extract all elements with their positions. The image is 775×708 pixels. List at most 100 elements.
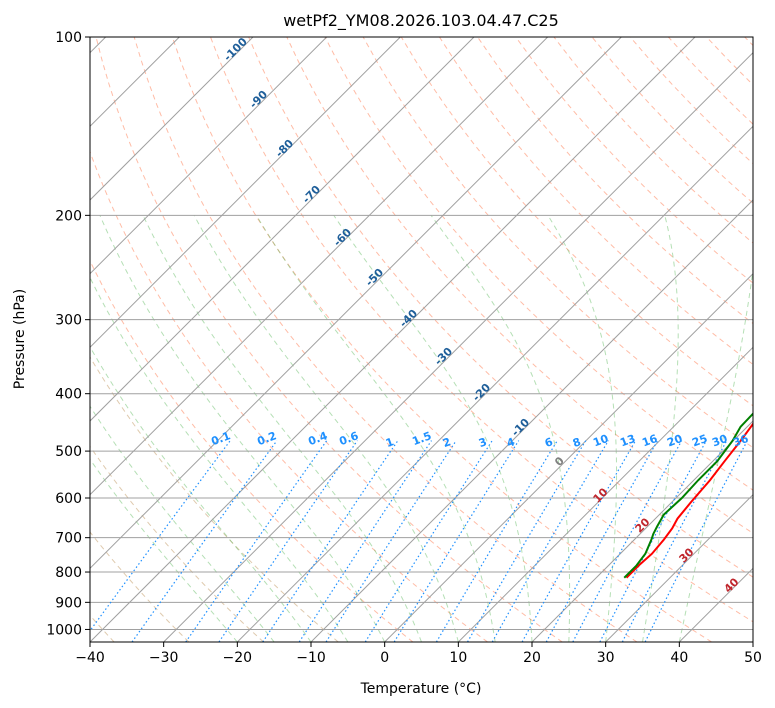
mixing-ratio-label: 3 [477,435,489,450]
moist-adiabat-line [90,276,349,642]
mixing-ratio-line [521,440,637,642]
isotherm-line [90,37,254,201]
dry-adiabat-line [248,37,753,578]
isotherm-line [531,420,753,642]
isotherm-line [310,199,753,642]
sounding-lines [623,412,753,579]
x-tick-label: −20 [223,650,253,666]
mixing-ratio-label: 8 [571,435,583,450]
isotherm-line [90,37,328,275]
mixing-ratio-label: 4 [505,435,517,450]
mixing-ratio-label: 16 [640,432,659,450]
mixing-ratio-label: 0.2 [255,429,278,448]
mixing-ratio-label: 1 [384,435,396,450]
mixing-ratio-line [262,440,399,642]
x-tick-label: 40 [670,650,688,666]
x-tick-label: −30 [149,650,179,666]
moist-adiabat-line [678,265,753,642]
mixing-ratio-line [466,440,587,642]
temperature-line [625,422,753,579]
mixing-ratio-line [298,440,432,642]
x-axis-label: Temperature (°C) [360,681,482,697]
x-tick-label: −40 [75,650,105,666]
x-tick-label: 50 [744,650,762,666]
mixing-ratio-line [364,440,493,642]
mixing-ratio-label: 20 [665,432,684,450]
isotherm-line [236,125,753,642]
x-axis: −40 −30 −20 −10 0 10 20 30 40 50 [75,642,762,666]
isotherm-line [384,272,753,642]
plot-area: -100 -90 -80 -70 -60 -50 -40 -30 -20 -10… [90,37,753,642]
dry-adiabat-line [171,37,712,642]
isotherm-line [90,37,475,422]
y-tick-label: 100 [55,30,82,46]
dry-adiabat-line [90,356,339,642]
mixing-ratio-line [131,440,278,642]
dry-adiabat-line [439,37,753,366]
mixing-ratio-label: 36 [731,432,750,450]
moist-adiabat-line [90,458,238,642]
y-axis-label: Pressure (hPa) [12,289,28,389]
y-tick-label: 1000 [46,622,82,638]
dry-adiabat-line [210,37,753,623]
isotherms [90,37,753,642]
isotherm-line [90,37,401,349]
isotherm-line [457,346,753,642]
mixing-ratio-line [393,440,520,642]
y-tick-label: 700 [55,531,82,547]
mixing-ratio-label: 2 [441,435,453,450]
moist-adiabat-line [90,345,312,642]
mixing-ratio-label: 13 [618,432,637,449]
y-tick-label: 500 [55,444,82,460]
y-tick-label: 600 [55,491,82,507]
mixing-ratio-label: 30 [710,432,729,450]
mixing-ratio-label: 25 [690,432,709,449]
dewpoint-line [623,412,753,579]
dry-adiabat-line [400,37,753,407]
dry-adiabat-line [90,150,488,642]
mixing-ratio-line [185,440,328,642]
plot-frame [89,36,754,643]
moist-adiabat-line [255,215,496,642]
mixing-ratio-line [90,440,231,632]
isotherm-line [163,51,753,642]
chart-title: wetPf2_YM08.2026.103.04.47.C25 [283,11,559,31]
mixing-ratio-line [545,440,659,642]
dry-adiabat-line [133,37,638,642]
isotherm-line [90,37,549,496]
moist-adiabat-line [547,215,618,642]
x-tick-label: 10 [449,650,467,666]
dry-adiabat-line [90,445,264,642]
isotherm-line [605,493,753,642]
dry-adiabat-line [515,37,753,284]
x-tick-label: 0 [380,650,389,666]
mixing-ratio-label: 0.6 [337,429,360,448]
moist-adiabat-line [333,215,533,642]
isotherm-line [90,37,622,570]
y-tick-label: 900 [55,595,82,611]
x-tick-label: −10 [296,650,326,666]
moist-adiabat-line [142,215,422,642]
moist-adiabat-line [193,215,459,642]
x-tick-label: 30 [597,650,615,666]
dry-adiabat-line [95,37,563,642]
y-tick-label: 300 [55,313,82,329]
mixing-ratio-label: 0.4 [306,429,329,448]
dry-adiabat-line [90,531,190,642]
mixing-ratio-lines [90,440,748,642]
mixing-ratio-label: 1.5 [410,429,433,448]
mixing-ratio-line [435,440,558,642]
moist-adiabat-line [642,215,679,642]
y-axis: 100 200 300 400 500 600 700 800 900 1000 [46,30,90,638]
mixing-ratio-line [218,440,358,642]
mixing-ratio-line [644,440,748,642]
x-tick-label: 20 [523,650,541,666]
mixing-ratio-label: 10 [591,432,610,450]
isobars [90,37,753,630]
mixing-ratio-line [325,440,457,642]
isotherm-line [90,37,696,642]
mixing-ratio-label: 6 [543,435,555,450]
y-tick-label: 200 [55,208,82,224]
